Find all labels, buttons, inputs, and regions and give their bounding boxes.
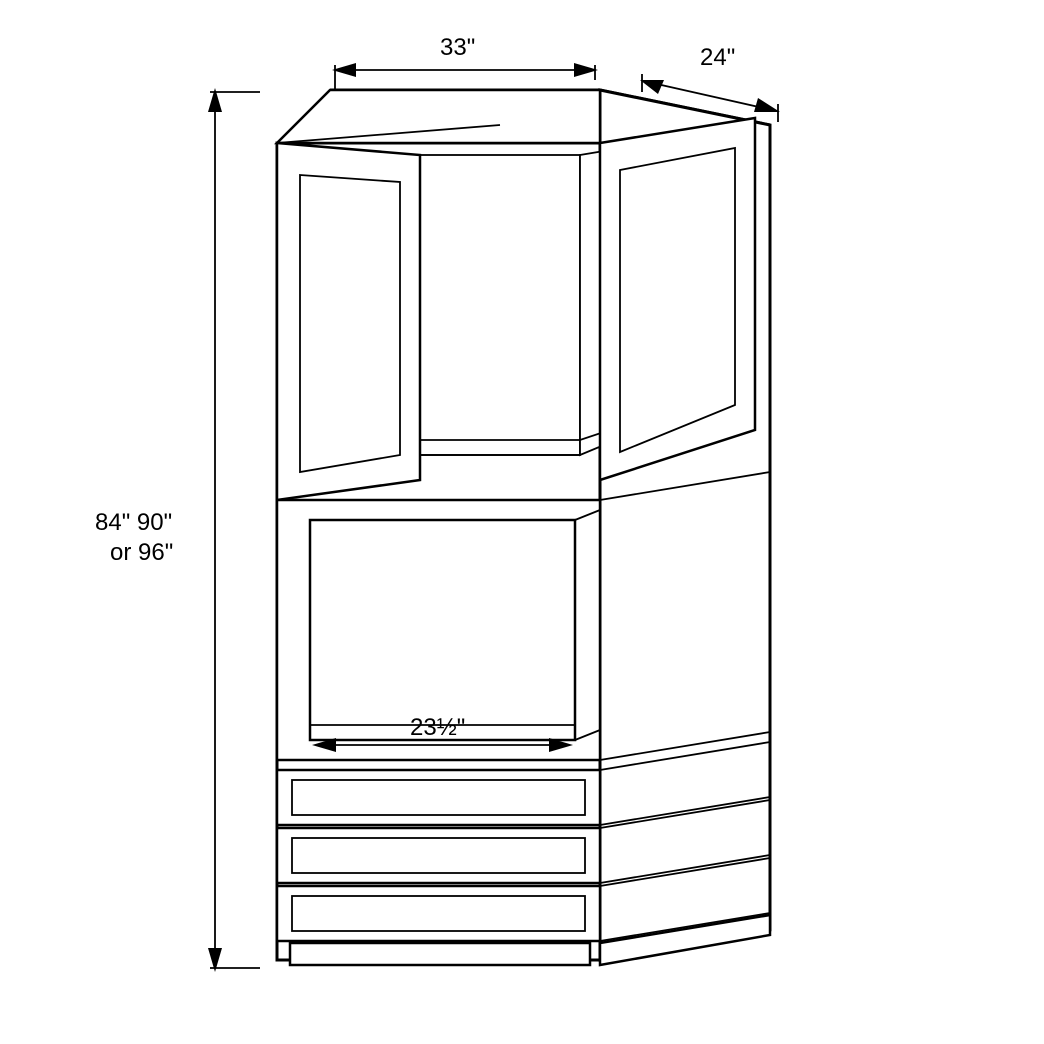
upper-door-right	[600, 118, 755, 480]
dim-width-label: 33"	[440, 34, 475, 61]
cabinet-diagram: 84" 90" or 96" 33" 24"	[0, 0, 1044, 1044]
dim-width: 33"	[332, 34, 598, 90]
dim-height-label-2: or 96"	[110, 539, 173, 566]
dim-height-label-1: 84" 90"	[95, 509, 172, 536]
toe-kick	[290, 943, 590, 965]
dim-depth-label: 24"	[700, 44, 735, 71]
drawers	[277, 770, 600, 941]
upper-door-left	[277, 143, 420, 500]
dim-opening-label: 23½"	[410, 714, 465, 741]
dim-height: 84" 90" or 96"	[95, 88, 260, 972]
